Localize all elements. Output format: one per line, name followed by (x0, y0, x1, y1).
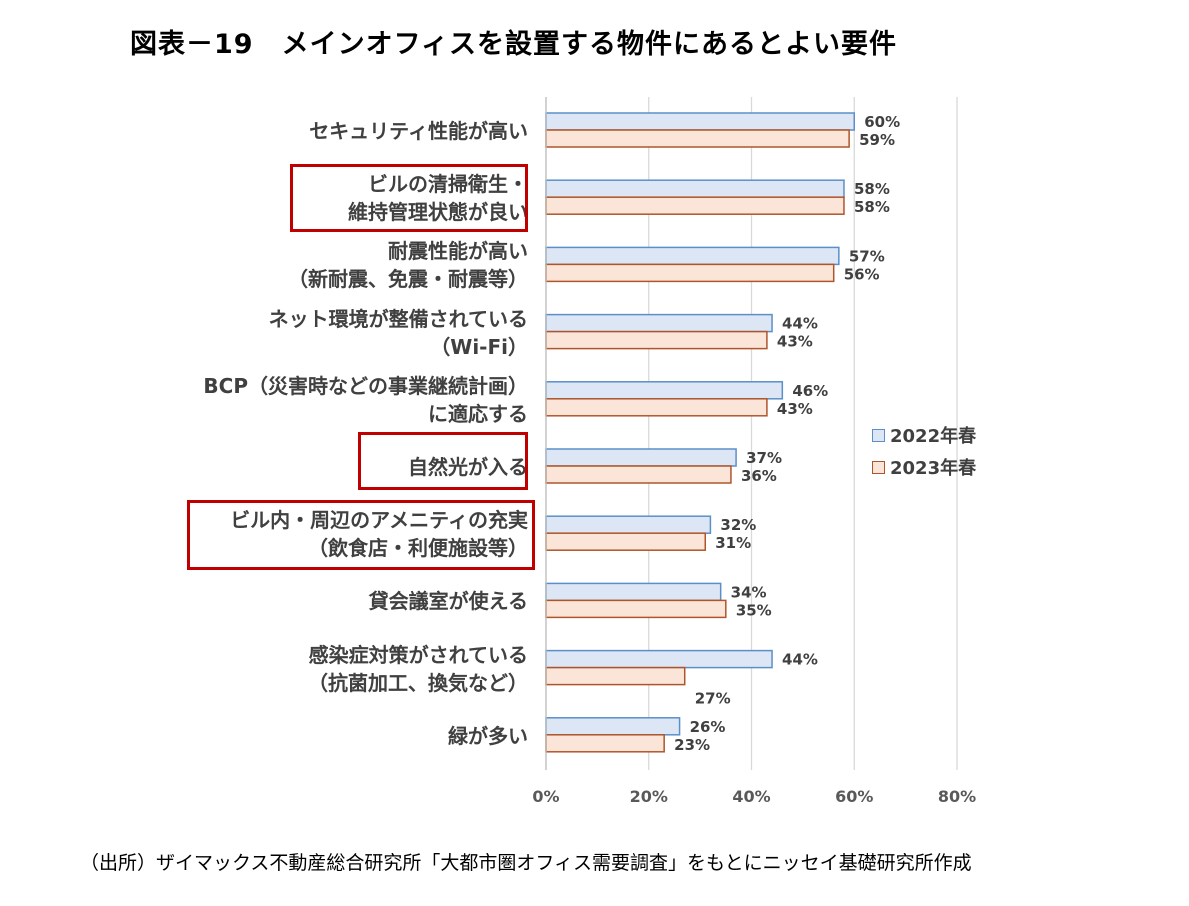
bar-2022 (545, 448, 737, 467)
bar-2022 (545, 179, 845, 198)
data-label: 27% (695, 690, 731, 708)
bar-2022 (545, 515, 712, 534)
legend-item-2023: 2023年春 (872, 456, 977, 479)
data-label: 34% (731, 583, 767, 601)
data-label: 44% (782, 651, 818, 669)
data-label: 32% (720, 516, 756, 534)
category-label-line: ビルの清掃衛生・ (368, 172, 528, 197)
category-label-line: 貸会議室が使える (368, 589, 528, 614)
legend-swatch-2022 (872, 428, 885, 442)
category-label: BCP（災害時などの事業継続計画） に適応する (203, 372, 528, 428)
x-tick-label: 80% (938, 787, 976, 806)
bar-2022 (545, 313, 773, 333)
bar-2022 (545, 246, 840, 266)
category-label-line: BCP（災害時などの事業継続計画） (203, 373, 528, 398)
legend: 2022年春 2023年春 (872, 424, 976, 488)
category-label-line: ネット環境が整備されている (268, 306, 528, 331)
bar-2023 (545, 734, 665, 753)
data-label: 43% (777, 400, 813, 418)
category-label: 感染症対策がされている （抗菌加工、換気など） (308, 641, 528, 697)
category-label: 貸会議室が使える (369, 587, 528, 615)
bar-2022 (545, 717, 681, 736)
category-label: 耐震性能が高い （新耐震、免震・耐震等） (288, 237, 528, 293)
category-label-line: （抗菌加工、換気など） (308, 670, 528, 695)
category-label-line: に適応する (428, 401, 528, 426)
data-label: 57% (849, 247, 885, 265)
data-label: 56% (844, 265, 880, 283)
data-label: 44% (782, 315, 818, 333)
legend-swatch-2023 (872, 460, 885, 474)
category-label-line: （Wi-Fi） (430, 334, 528, 359)
bar-2023 (545, 129, 850, 148)
category-label: 自然光が入る (408, 453, 528, 481)
x-tick-label: 0% (532, 787, 559, 806)
bar-2022 (545, 112, 855, 131)
legend-item-2022: 2022年春 (872, 424, 977, 447)
data-label: 36% (741, 467, 777, 485)
data-label: 60% (864, 113, 900, 131)
bar-2023 (545, 666, 686, 686)
bar-2023 (545, 532, 707, 551)
source-note: （出所）ザイマックス不動産総合研究所「大都市圏オフィス需要調査」をもとにニッセイ… (80, 852, 972, 874)
highlight-box (290, 164, 528, 232)
x-tick-label: 20% (630, 787, 668, 806)
category-label-line: ビル内・周辺のアメニティの充実 (230, 508, 528, 533)
data-label: 31% (715, 534, 751, 552)
x-tick-label: 40% (732, 787, 770, 806)
bar-2023 (545, 398, 768, 417)
category-label: 緑が多い (448, 722, 528, 750)
category-label: ビルの清掃衛生・維持管理状態が良い (348, 170, 528, 226)
bar-2022 (545, 381, 784, 400)
category-label-line: 自然光が入る (408, 455, 528, 479)
bar-2023 (545, 330, 768, 350)
bar-2022 (545, 649, 773, 669)
category-label-line: セキュリティ性能が高い (309, 119, 528, 143)
bar-2023 (545, 263, 835, 283)
highlight-box (187, 500, 535, 570)
x-tick-label: 60% (835, 787, 873, 806)
chart-title: 図表－19 メインオフィスを設置する物件にあるとよい要件 (130, 29, 898, 60)
data-label: 35% (736, 601, 772, 619)
bar-2023 (545, 196, 845, 215)
category-label-line: （新耐震、免震・耐震等） (288, 267, 528, 292)
data-label: 37% (746, 449, 782, 467)
bar-2023 (545, 599, 727, 619)
data-label: 26% (690, 718, 726, 736)
category-label-line: 感染症対策がされている (308, 642, 528, 667)
highlight-box (358, 432, 528, 490)
legend-label-2022: 2022年春 (890, 426, 977, 447)
data-label: 58% (854, 180, 890, 198)
category-label: ビル内・周辺のアメニティの充実 （飲食店・利便施設等） (230, 506, 528, 562)
data-label: 59% (859, 131, 895, 149)
category-label: セキュリティ性能が高い (309, 117, 528, 145)
bar-2023 (545, 465, 732, 484)
data-label: 43% (777, 333, 813, 351)
category-label-line: 維持管理状態が良い (348, 200, 528, 225)
category-label: ネット環境が整備されている （Wi-Fi） (269, 305, 528, 361)
data-label: 23% (674, 736, 710, 754)
category-label-line: 緑が多い (448, 723, 528, 748)
data-label: 46% (792, 382, 828, 400)
category-label-line: 耐震性能が高い (388, 239, 528, 264)
bar-2022 (545, 582, 722, 602)
category-label-line: （飲食店・利便施設等） (308, 536, 528, 561)
legend-label-2023: 2023年春 (890, 458, 977, 479)
data-label: 58% (854, 198, 890, 216)
